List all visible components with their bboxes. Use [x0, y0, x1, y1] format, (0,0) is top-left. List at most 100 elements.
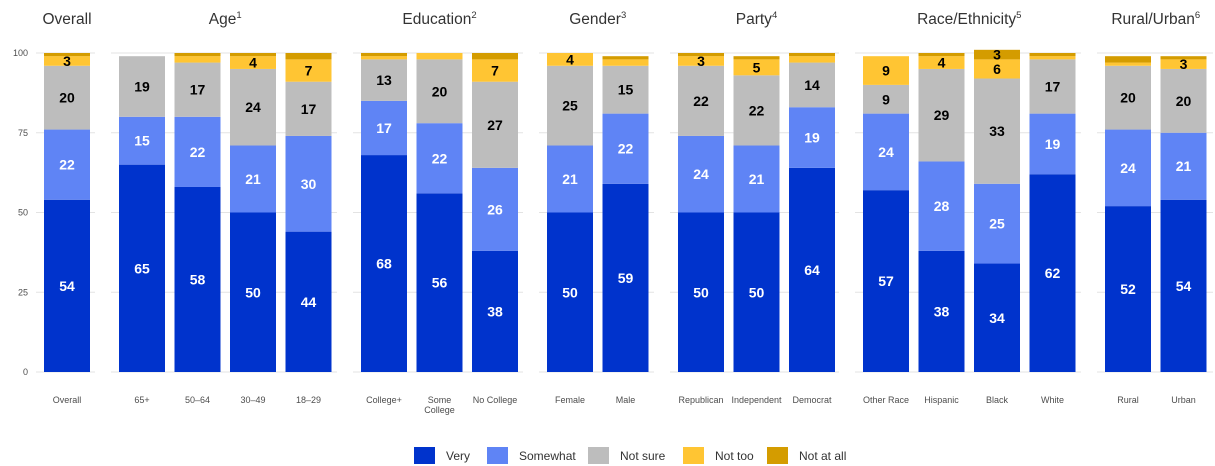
- data-label: 64: [804, 262, 820, 278]
- category-label: White: [1041, 395, 1064, 405]
- data-label: 9: [882, 91, 890, 107]
- data-label: 17: [301, 101, 317, 117]
- legend-swatch-not-too: [683, 447, 704, 464]
- data-label: 38: [487, 303, 503, 319]
- data-label: 59: [618, 270, 634, 286]
- bar-segment-not-too: [285, 59, 332, 82]
- legend: Very Somewhat Not sure Not too Not at all: [414, 447, 846, 464]
- bar-segment-not-sure: [918, 68, 965, 162]
- bar-segment-somewhat: [1160, 132, 1207, 200]
- bar-segment-very: [285, 231, 332, 372]
- data-label: 20: [1176, 93, 1192, 109]
- bar-segment-very: [1160, 199, 1207, 372]
- y-tick-label: 50: [18, 208, 28, 218]
- bar-segment-not-too: [789, 56, 835, 63]
- panel-title-education: Education2: [402, 10, 476, 28]
- category-label: 18–29: [296, 395, 321, 405]
- data-label: 24: [693, 166, 709, 182]
- bar-segment-not-sure: [230, 68, 276, 146]
- bar-segment-somewhat: [285, 135, 332, 232]
- bar-segment-not-sure: [361, 59, 407, 101]
- data-label: 58: [190, 271, 206, 287]
- category-label: Urban: [1171, 395, 1196, 405]
- data-label: 13: [376, 72, 392, 88]
- data-label: 3: [993, 47, 1001, 63]
- category-label: Independent: [731, 395, 782, 405]
- data-label: 4: [566, 51, 574, 67]
- bar-segment-not-too: [472, 59, 518, 82]
- data-label: 22: [693, 93, 709, 109]
- data-label: 30: [301, 176, 317, 192]
- category-label: 65+: [134, 395, 149, 405]
- data-label: 20: [1120, 90, 1136, 106]
- bar-segment-very: [230, 212, 276, 372]
- bar-segment-very: [174, 186, 221, 372]
- labels: 0255075100Overall5422203OverallAge165151…: [13, 10, 1200, 415]
- data-label: 25: [989, 216, 1005, 232]
- bar-segment-somewhat: [416, 123, 463, 194]
- legend-swatch-very: [414, 447, 435, 464]
- data-label: 21: [245, 171, 261, 187]
- category-label: College+: [366, 395, 402, 405]
- bar-segment-not-at-all: [361, 53, 407, 57]
- bar-segment-very: [119, 164, 165, 372]
- bar-segment-not-too: [863, 56, 909, 85]
- category-label: Hispanic: [924, 395, 959, 405]
- data-label: 19: [804, 130, 820, 146]
- panel-title-party: Party4: [736, 10, 777, 28]
- data-label: 14: [804, 77, 820, 93]
- bar-segment-somewhat: [472, 167, 518, 251]
- bar-segment-not-at-all: [1105, 56, 1151, 63]
- category-label: Female: [555, 395, 585, 405]
- legend-swatch-somewhat: [487, 447, 508, 464]
- bar-segment-not-too: [1029, 56, 1076, 60]
- bar-segment-very: [974, 263, 1020, 372]
- data-label: 22: [59, 157, 75, 173]
- category-label: Republican: [678, 395, 723, 405]
- data-label: 50: [749, 284, 765, 300]
- data-label: 38: [934, 303, 950, 319]
- data-label: 4: [938, 55, 946, 71]
- data-label: 17: [1045, 78, 1061, 94]
- bar-segment-not-sure: [285, 81, 332, 136]
- bar-segment-not-sure: [472, 81, 518, 168]
- bar-segment-not-at-all: [285, 53, 332, 60]
- bar-segment-not-at-all: [789, 53, 835, 57]
- bar-segment-not-sure: [119, 56, 165, 117]
- data-label: 24: [245, 99, 261, 115]
- bar-segment-somewhat: [974, 183, 1020, 264]
- data-label: 17: [190, 82, 206, 98]
- data-label: 22: [190, 144, 206, 160]
- data-label: 24: [878, 144, 894, 160]
- data-label: 22: [618, 141, 634, 157]
- category-label: 30–49: [240, 395, 265, 405]
- bar-segment-somewhat: [1105, 129, 1151, 207]
- panel-title-gender: Gender3: [569, 10, 626, 28]
- bar-segment-somewhat: [678, 135, 724, 213]
- data-label: 3: [697, 53, 705, 69]
- bar-segment-somewhat: [230, 145, 276, 213]
- y-tick-label: 75: [18, 128, 28, 138]
- bar-segment-somewhat: [361, 100, 407, 156]
- bar-segment-not-too: [230, 56, 276, 69]
- bar-segment-not-sure: [1160, 68, 1207, 133]
- bar-segment-not-at-all: [918, 53, 965, 57]
- bar-segment-somewhat: [789, 107, 835, 168]
- bar-segment-not-sure: [678, 65, 724, 136]
- legend-label-not-too: Not too: [715, 449, 754, 463]
- data-label: 26: [487, 201, 503, 217]
- data-label: 6: [993, 61, 1001, 77]
- data-label: 3: [63, 53, 71, 69]
- bar-segment-not-at-all: [602, 56, 649, 60]
- bar-segment-very: [789, 167, 835, 372]
- category-label: Rural: [1117, 395, 1139, 405]
- bar-segment-not-sure: [602, 65, 649, 114]
- bar-segment-not-too: [1105, 62, 1151, 66]
- data-label: 27: [487, 117, 503, 133]
- bar-segment-not-sure: [789, 62, 835, 108]
- panel-title-race-ethnicity: Race/Ethnicity5: [917, 10, 1021, 28]
- bar-segment-not-sure: [416, 59, 463, 124]
- data-label: 25: [562, 98, 578, 114]
- bar-segment-not-too: [733, 59, 780, 76]
- bar-segment-somewhat: [918, 161, 965, 251]
